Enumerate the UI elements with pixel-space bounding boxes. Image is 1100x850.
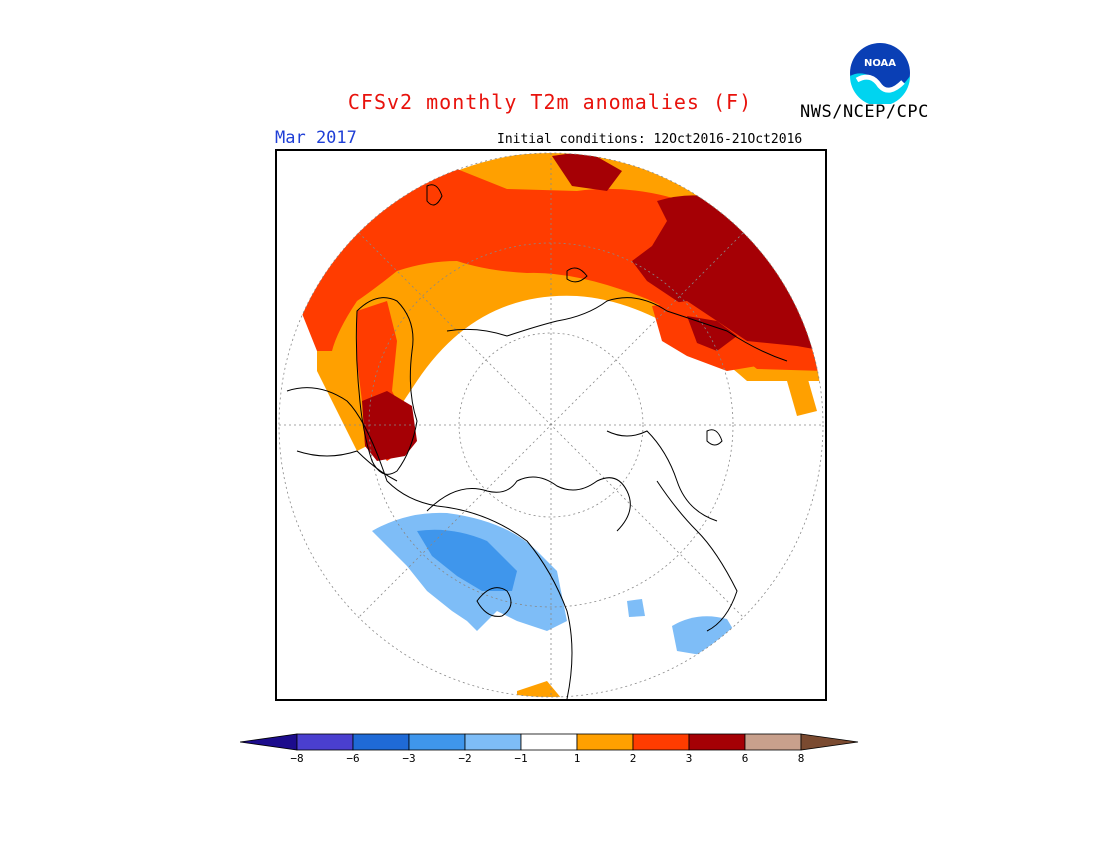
colorbar-tick-label: 6	[741, 752, 749, 765]
coastline-north-america	[286, 387, 573, 699]
coastline-canada-arctic	[426, 476, 631, 532]
anomaly-region-cold-2	[417, 529, 517, 591]
colorbar-tick-label: 1	[573, 752, 581, 765]
noaa-logo-text: NOAA	[864, 58, 896, 69]
anomaly-region-warm-2-south	[517, 681, 562, 697]
colorbar-tick-label: −1	[514, 752, 528, 765]
graticule	[278, 152, 824, 698]
anomaly-region-warm-6-siberia	[632, 195, 823, 351]
colorbar-cell	[632, 733, 690, 751]
coastline-island-1	[426, 184, 443, 206]
valid-month: Mar 2017	[275, 128, 357, 148]
coastline-scandinavia	[606, 430, 718, 522]
colorbar-cell	[464, 733, 522, 751]
coastline-island-3	[706, 429, 723, 446]
anomaly-field	[297, 153, 823, 697]
colorbar-cell	[352, 733, 410, 751]
organization-label: NWS/NCEP/CPC	[800, 102, 929, 122]
colorbar-cell	[576, 733, 634, 751]
colorbar	[240, 733, 859, 751]
colorbar-arrow-high	[800, 733, 859, 751]
colorbar-cell	[520, 733, 578, 751]
colorbar-cell	[688, 733, 746, 751]
anomaly-region-warm-6-east	[687, 316, 737, 351]
coastline-hudson-bay	[476, 587, 512, 617]
anomaly-region-cold-1-east	[672, 616, 737, 656]
colorbar-cell	[744, 733, 802, 751]
coastline-alaska	[296, 450, 398, 482]
colorbar-tick-label: −8	[290, 752, 304, 765]
colorbar-tick-label: −2	[458, 752, 472, 765]
colorbar-tick-label: 3	[685, 752, 693, 765]
polar-map	[275, 149, 827, 701]
noaa-logo: NOAA	[850, 43, 910, 104]
colorbar-tick-label: −6	[346, 752, 360, 765]
colorbar-tick-label: 2	[629, 752, 637, 765]
colorbar-tick-label: 8	[797, 752, 805, 765]
anomaly-region-warm-6-north	[552, 153, 622, 191]
initial-conditions: Initial conditions: 12Oct2016-21Oct2016	[497, 132, 803, 147]
colorbar-tick-label: −3	[402, 752, 416, 765]
map-title: CFSv2 monthly T2m anomalies (F)	[347, 90, 753, 114]
coastlines	[286, 184, 788, 699]
anomaly-region-warm-6-greenland	[362, 391, 417, 461]
anomaly-region-warm-2-small	[787, 376, 817, 416]
coastline-greenland	[355, 297, 418, 475]
coastline-eurasia-north	[446, 297, 788, 362]
anomaly-region-cold-1-small	[627, 599, 645, 617]
coastline-europe	[656, 480, 738, 632]
coastline-island-2	[566, 267, 588, 283]
colorbar-cell	[296, 733, 354, 751]
colorbar-cell	[408, 733, 466, 751]
polar-map-canvas	[278, 152, 824, 699]
colorbar-arrow-low	[240, 733, 298, 751]
